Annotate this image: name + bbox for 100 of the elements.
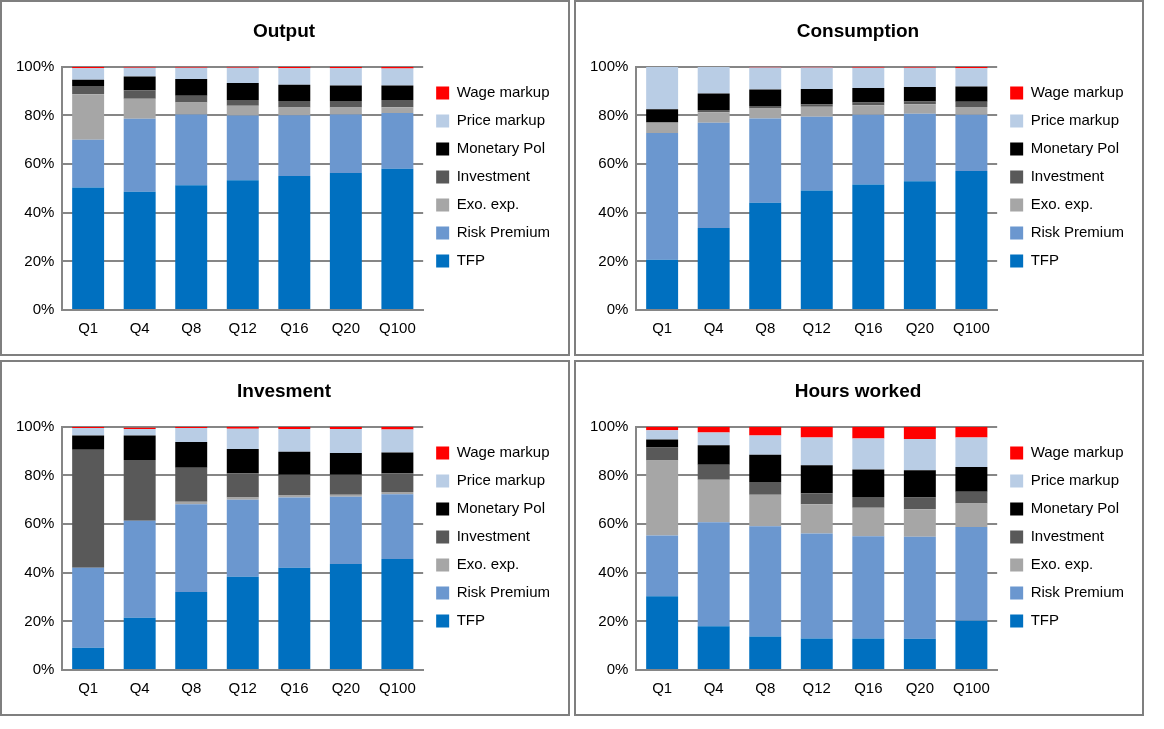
y-tick-label: 40% — [598, 562, 629, 580]
bar — [123, 90, 156, 99]
bar — [749, 435, 782, 455]
bar — [646, 430, 679, 440]
bar — [381, 100, 414, 108]
legend-label: Investment — [456, 167, 531, 185]
bar — [329, 68, 362, 86]
legend-label: Investment — [456, 527, 531, 545]
bar — [955, 68, 988, 87]
x-tick-label: Q16 — [280, 319, 309, 337]
y-tick-label: 100% — [15, 56, 55, 74]
legend-label: Exo. exp. — [456, 555, 520, 573]
y-tick-label: 80% — [24, 105, 55, 123]
bar — [852, 87, 885, 103]
chart-title: Invesment — [237, 379, 332, 401]
legend-label: TFP — [456, 251, 485, 269]
legend-label: Investment — [1030, 167, 1105, 185]
bar — [852, 507, 885, 537]
bar — [278, 68, 311, 85]
bar — [72, 428, 105, 436]
x-tick-label: Q4 — [703, 319, 724, 337]
legend-label: Price markup — [456, 111, 546, 129]
bar — [226, 576, 259, 669]
bar — [749, 494, 782, 527]
bar — [903, 509, 936, 537]
bar — [800, 426, 833, 438]
bar — [903, 181, 936, 309]
y-tick-label: 60% — [24, 154, 55, 172]
bar — [800, 67, 833, 89]
bar — [329, 474, 362, 495]
bar — [697, 122, 730, 229]
legend-label: Monetary Pol — [1030, 499, 1120, 517]
bar — [646, 132, 679, 260]
x-tick-label: Q12 — [802, 319, 831, 337]
bar — [278, 107, 311, 116]
bar — [226, 67, 259, 84]
bar — [175, 185, 208, 309]
legend-label: Price markup — [1030, 471, 1120, 489]
bar — [72, 94, 105, 140]
x-tick-label: Q100 — [953, 319, 990, 337]
legend-label: Wage markup — [456, 83, 550, 101]
bar — [72, 68, 105, 80]
bar — [329, 496, 362, 564]
x-tick-label: Q20 — [331, 319, 361, 337]
bar — [749, 482, 782, 495]
bar — [226, 473, 259, 498]
bar — [175, 428, 208, 442]
x-tick-label: Q1 — [652, 679, 673, 697]
bar — [903, 536, 936, 639]
bar — [955, 491, 988, 504]
bar — [955, 106, 988, 115]
bar — [697, 626, 730, 669]
bar — [646, 596, 679, 669]
y-tick-label: 80% — [24, 465, 55, 483]
bar — [381, 168, 414, 309]
bar — [697, 464, 730, 480]
y-tick-label: 20% — [598, 611, 629, 629]
x-tick-label: Q1 — [652, 319, 673, 337]
bar — [852, 469, 885, 498]
bar — [852, 536, 885, 639]
legend-label: Monetary Pol — [456, 139, 546, 157]
bar — [72, 187, 105, 309]
bar — [175, 95, 208, 103]
x-tick-label: Q4 — [703, 679, 724, 697]
x-tick-label: Q20 — [905, 319, 935, 337]
bar — [646, 447, 679, 461]
bar — [329, 428, 362, 454]
x-tick-label: Q16 — [854, 319, 883, 337]
bar — [123, 617, 156, 669]
bar — [955, 620, 988, 669]
bar — [278, 84, 311, 102]
bar — [800, 437, 833, 466]
bar — [175, 102, 208, 115]
bar — [329, 494, 362, 497]
x-tick-label: Q8 — [755, 679, 776, 697]
bar — [955, 86, 988, 102]
bar — [749, 89, 782, 106]
legend-label: Exo. exp. — [1030, 195, 1094, 213]
y-tick-label: 40% — [24, 562, 55, 580]
legend-label: TFP — [456, 611, 485, 629]
y-tick-label: 0% — [606, 300, 629, 318]
bar — [697, 445, 730, 465]
bar — [175, 504, 208, 592]
bar — [226, 499, 259, 577]
bar — [123, 118, 156, 192]
x-tick-label: Q16 — [280, 679, 309, 697]
bar — [697, 479, 730, 523]
bar — [697, 67, 730, 94]
bar — [697, 228, 730, 309]
bar — [646, 109, 679, 123]
bar — [800, 638, 833, 669]
bar — [381, 559, 414, 669]
legend-label: Monetary Pol — [1030, 139, 1120, 157]
bar — [381, 107, 414, 114]
bar — [903, 426, 936, 439]
bar — [749, 426, 782, 436]
bar — [123, 191, 156, 309]
bar — [852, 114, 885, 185]
bar — [226, 100, 259, 106]
y-tick-label: 40% — [24, 202, 55, 220]
